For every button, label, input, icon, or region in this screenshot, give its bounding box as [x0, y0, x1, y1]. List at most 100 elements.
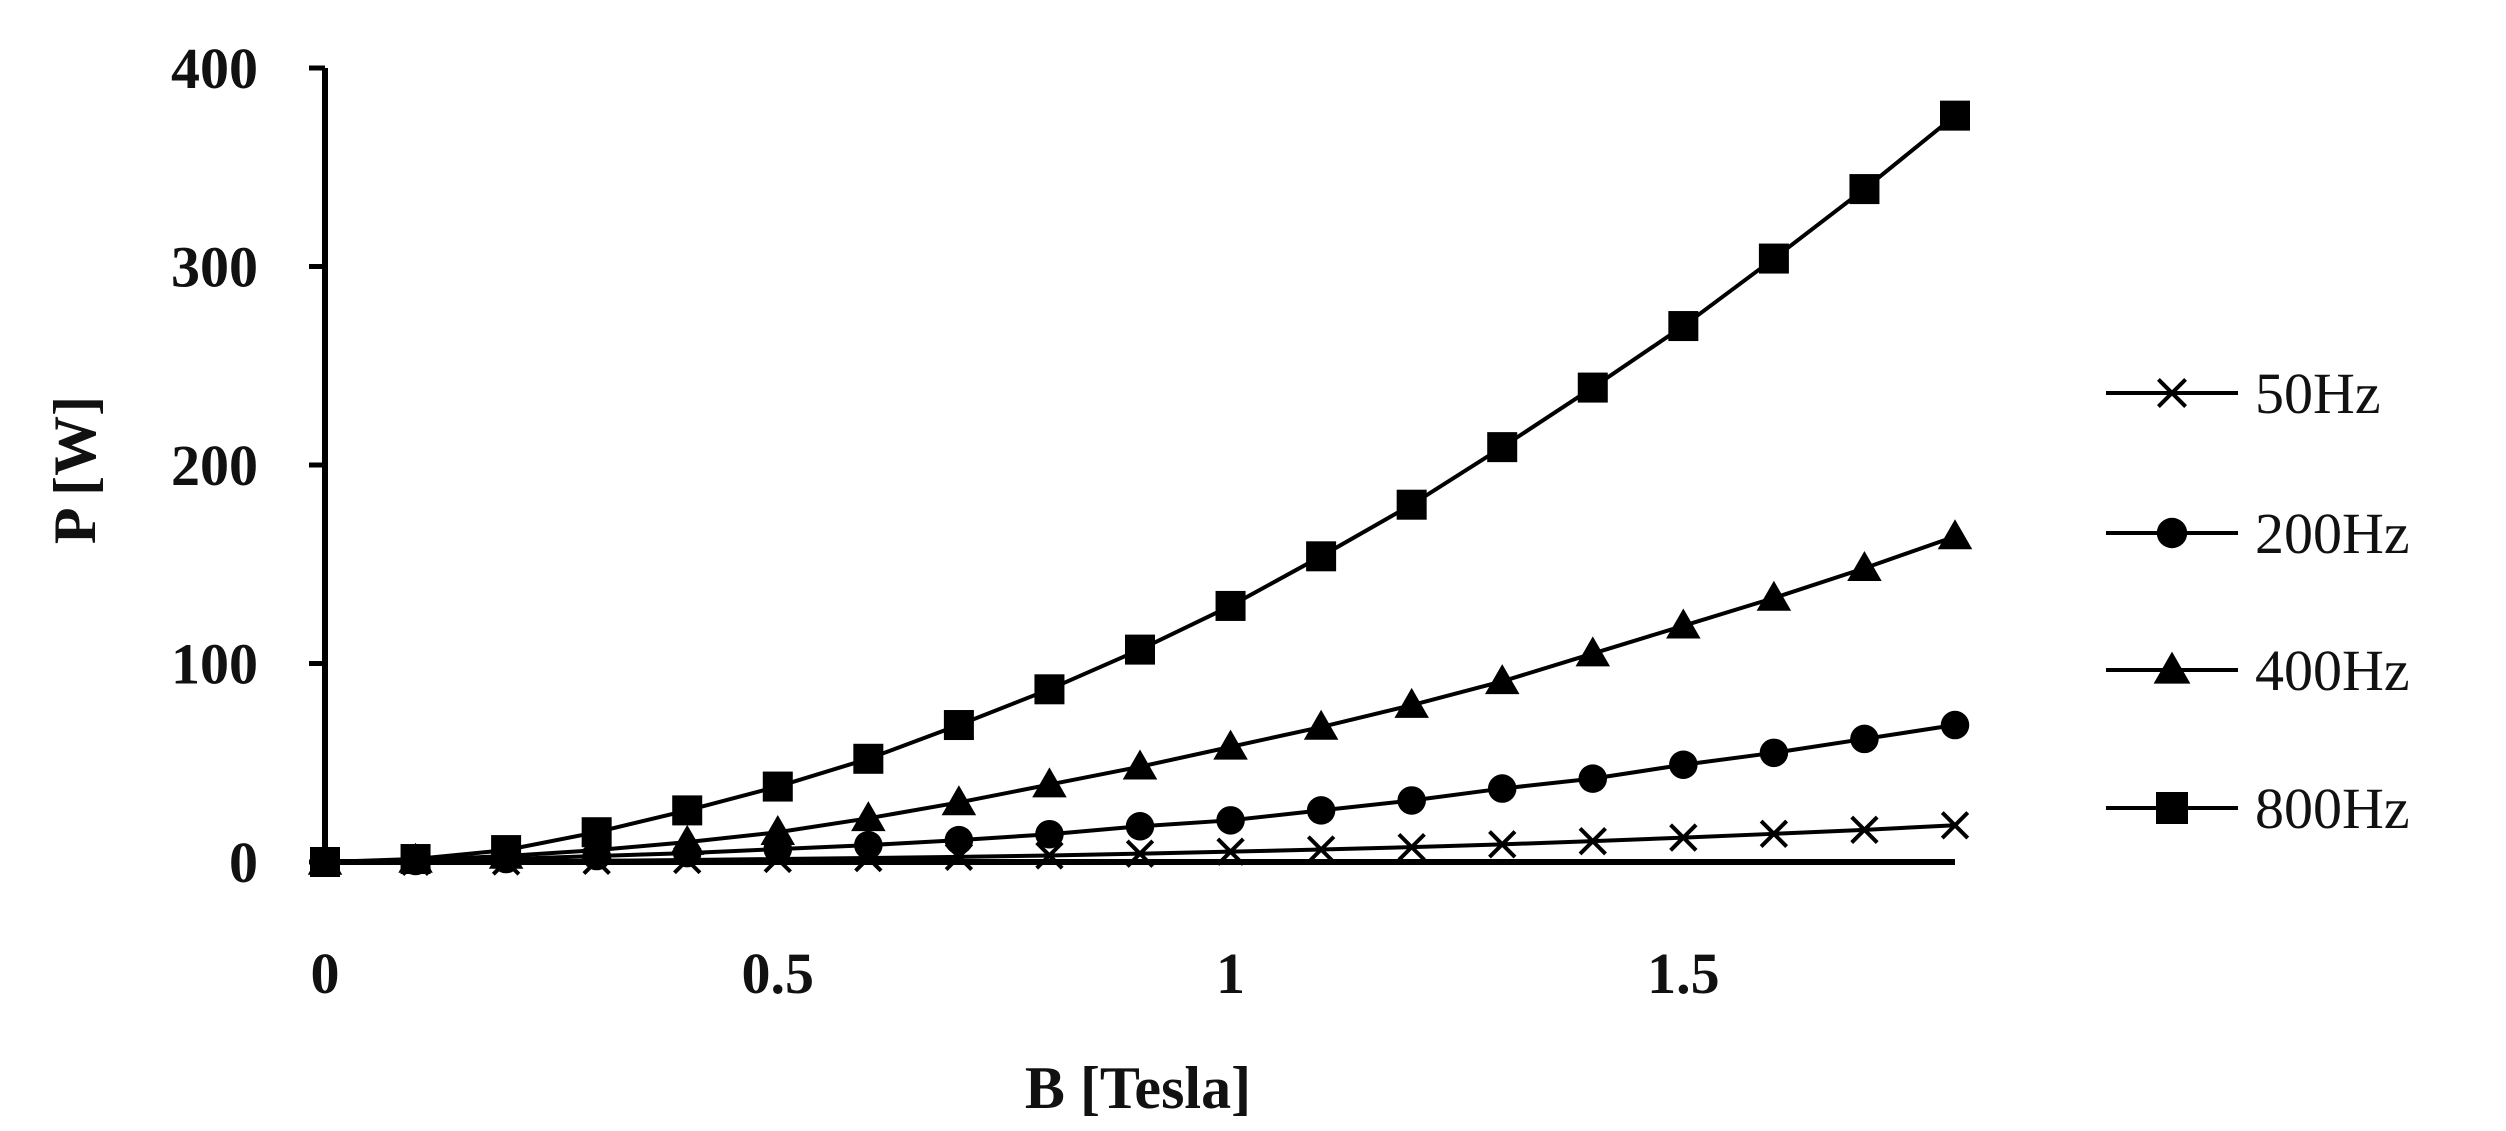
data-point-400hz: [1484, 664, 1520, 695]
data-point-50hz-stroke: [1488, 830, 1517, 859]
data-point-400hz: [1666, 608, 1701, 639]
data-point-50hz-stroke: [1125, 839, 1155, 868]
legend-marker-400hz: [2153, 651, 2191, 684]
x-tick-label: 1: [1216, 941, 1245, 1006]
series-line-200hz: [324, 723, 1956, 864]
data-point-800hz: [762, 771, 793, 802]
legend-label-400hz: 400Hz: [2255, 638, 2410, 703]
data-point-800hz: [672, 795, 703, 826]
legend-label-800hz: 800Hz: [2255, 776, 2410, 841]
data-point-400hz: [941, 785, 977, 816]
y-tick-label: 0: [229, 830, 258, 895]
data-point-50hz-stroke: [1578, 826, 1607, 856]
legend-item-50hz: 50Hz: [2106, 361, 2381, 426]
x-tick-label: 0.5: [742, 941, 815, 1006]
data-point-400hz: [1575, 636, 1611, 667]
data-point-800hz: [1849, 174, 1880, 205]
data-point-400hz: [669, 824, 705, 855]
data-point-800hz: [1758, 243, 1789, 274]
data-point-400hz: [1032, 767, 1067, 798]
y-tick-label: 200: [171, 433, 258, 498]
data-point-400hz: [760, 814, 796, 845]
data-point-400hz: [1394, 687, 1429, 718]
data-point-50hz-stroke: [1035, 841, 1064, 870]
data-point-200hz: [1940, 710, 1970, 740]
legend-marker-800hz: [2156, 792, 2188, 824]
data-point-50hz: [1759, 819, 1789, 848]
data-point-50hz: [1669, 823, 1698, 852]
data-point-200hz: [1850, 724, 1879, 754]
tick-labels: 0 100 200 300 400 0 0.5 1 1.5: [171, 36, 1720, 1006]
data-point-200hz: [1578, 764, 1608, 793]
data-point-800hz: [1396, 489, 1427, 520]
data-point-50hz: [1850, 815, 1879, 845]
data-point-200hz: [1306, 796, 1336, 825]
legend-item-800hz: 800Hz: [2106, 776, 2410, 841]
data-point-50hz: [1125, 839, 1155, 868]
data-point-800hz: [1125, 634, 1155, 665]
y-tick-label: 300: [171, 235, 258, 300]
data-point-50hz: [1035, 841, 1064, 870]
data-point-400hz: [851, 801, 886, 832]
legend-label-200hz: 200Hz: [2255, 501, 2410, 566]
data-point-50hz-stroke: [1940, 811, 1970, 840]
series-400hz: [307, 519, 1973, 875]
data-point-200hz: [1487, 774, 1517, 803]
x-tick-label: 0: [311, 941, 340, 1006]
legend-marker-50hz-stroke: [2156, 377, 2188, 409]
legend-marker-200hz: [2156, 517, 2188, 549]
data-point-800hz: [1215, 590, 1246, 621]
data-point-50hz-stroke: [1216, 837, 1245, 866]
y-axis-title: P [W]: [42, 396, 108, 544]
data-point-50hz-stroke: [1850, 815, 1879, 845]
data-point-400hz: [1847, 550, 1882, 581]
data-point-50hz: [1397, 832, 1426, 862]
data-point-50hz-stroke: [1669, 823, 1698, 852]
legend-item-400hz: 400Hz: [2106, 638, 2410, 703]
legend-item-200hz: 200Hz: [2106, 501, 2410, 566]
data-point-200hz: [1125, 812, 1155, 841]
legend: 50Hz 200Hz 400Hz 800Hz: [2106, 361, 2410, 841]
axes: [309, 65, 1955, 865]
data-point-50hz: [1488, 830, 1517, 859]
data-point-800hz: [310, 847, 340, 877]
x-axis-title: B [Tesla]: [1025, 1055, 1251, 1121]
data-point-50hz: [1216, 837, 1245, 866]
data-point-800hz: [1306, 541, 1337, 572]
data-point-400hz: [1303, 709, 1339, 740]
data-point-50hz: [1306, 835, 1336, 864]
data-point-800hz: [491, 835, 522, 866]
data-point-200hz: [1759, 738, 1789, 768]
data-point-200hz: [944, 825, 974, 855]
data-point-800hz: [1940, 100, 1970, 131]
data-point-50hz: [1578, 826, 1607, 856]
data-point-800hz: [1487, 432, 1518, 463]
data-point-400hz: [579, 832, 614, 863]
y-tick-label: 400: [171, 36, 258, 101]
data-point-400hz: [1213, 729, 1248, 760]
data-point-50hz-stroke: [1397, 832, 1426, 862]
data-point-200hz: [1397, 786, 1426, 815]
data-point-800hz: [400, 844, 431, 875]
x-tick-label: 1.5: [1647, 941, 1720, 1006]
data-point-50hz-stroke: [1306, 835, 1336, 864]
data-point-800hz: [1034, 674, 1065, 705]
data-point-50hz-stroke: [1759, 819, 1789, 848]
data-point-200hz: [1035, 819, 1064, 849]
series-800hz: [310, 100, 1970, 877]
legend-label-50hz: 50Hz: [2255, 361, 2381, 426]
data-point-400hz: [1756, 580, 1792, 611]
y-tick-label: 100: [171, 632, 258, 697]
data-point-800hz: [1668, 311, 1699, 342]
data-point-800hz: [1577, 372, 1608, 403]
data-point-800hz: [853, 743, 884, 774]
data-point-400hz: [1937, 519, 1973, 550]
data-point-800hz: [943, 710, 974, 741]
data-point-200hz: [1669, 750, 1698, 779]
legend-marker-50hz: [2156, 377, 2188, 409]
data-point-50hz: [1940, 811, 1970, 840]
data-point-800hz: [581, 817, 612, 848]
data-point-200hz: [854, 830, 883, 860]
data-point-400hz: [1122, 749, 1158, 780]
